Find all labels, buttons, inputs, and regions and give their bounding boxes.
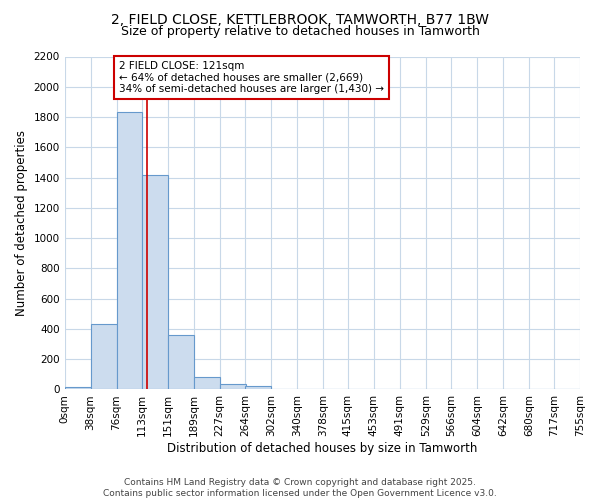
Bar bbox=[168, 335, 194, 390]
Bar bbox=[271, 388, 297, 390]
Text: Contains HM Land Registry data © Crown copyright and database right 2025.
Contai: Contains HM Land Registry data © Crown c… bbox=[103, 478, 497, 498]
Text: Size of property relative to detached houses in Tamworth: Size of property relative to detached ho… bbox=[121, 25, 479, 38]
Text: 2, FIELD CLOSE, KETTLEBROOK, TAMWORTH, B77 1BW: 2, FIELD CLOSE, KETTLEBROOK, TAMWORTH, B… bbox=[111, 12, 489, 26]
Bar bbox=[65, 387, 91, 390]
Bar bbox=[91, 324, 116, 390]
Bar bbox=[142, 174, 168, 390]
Bar bbox=[194, 378, 220, 390]
Y-axis label: Number of detached properties: Number of detached properties bbox=[15, 130, 28, 316]
Bar bbox=[245, 386, 271, 390]
Bar bbox=[116, 112, 142, 390]
X-axis label: Distribution of detached houses by size in Tamworth: Distribution of detached houses by size … bbox=[167, 442, 478, 455]
Text: 2 FIELD CLOSE: 121sqm
← 64% of detached houses are smaller (2,669)
34% of semi-d: 2 FIELD CLOSE: 121sqm ← 64% of detached … bbox=[119, 61, 384, 94]
Bar bbox=[220, 384, 245, 390]
